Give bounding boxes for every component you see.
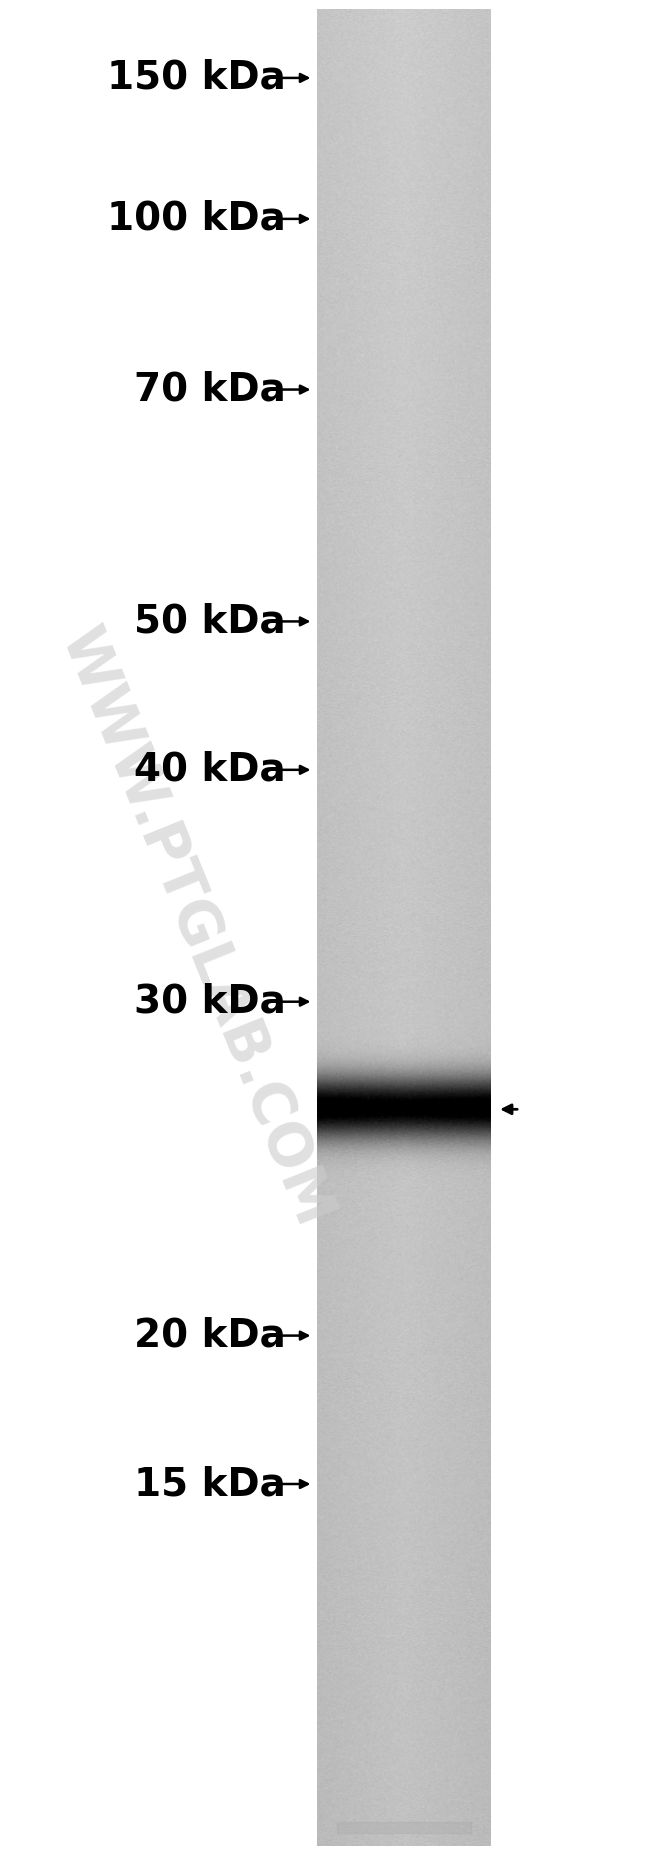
Text: WWW.PTGLAB.COM: WWW.PTGLAB.COM xyxy=(49,620,341,1235)
Text: 30 kDa: 30 kDa xyxy=(135,983,286,1020)
Text: 20 kDa: 20 kDa xyxy=(135,1317,286,1354)
Text: 40 kDa: 40 kDa xyxy=(135,751,286,788)
Text: 70 kDa: 70 kDa xyxy=(135,371,286,408)
Text: 100 kDa: 100 kDa xyxy=(107,200,286,237)
Text: 50 kDa: 50 kDa xyxy=(135,603,286,640)
Text: 15 kDa: 15 kDa xyxy=(135,1465,286,1503)
Text: 150 kDa: 150 kDa xyxy=(107,59,286,96)
